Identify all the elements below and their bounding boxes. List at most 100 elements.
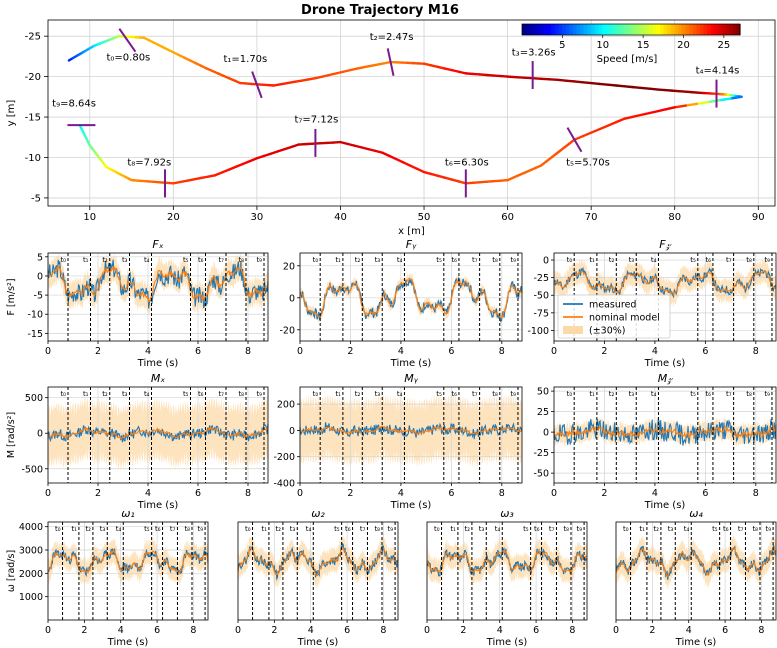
- time-marker: [566, 127, 583, 153]
- trajectory-segment: [283, 145, 293, 151]
- time-marker-label: t₇: [360, 525, 366, 533]
- time-marker-label: t₀: [60, 256, 66, 264]
- x-tick-label: 80: [668, 212, 681, 223]
- x-tick-label: 2: [601, 488, 607, 499]
- w3-panel: t₀ t₁ t₂ t₃ t₄ t₅ t₆ t₇ t₈ t₉ 0 2 4 6 8 ω₃ Time (s): [424, 507, 588, 648]
- x-tick-label: 0: [235, 625, 241, 636]
- tolerance-band: [48, 396, 268, 471]
- measured-line: [299, 276, 523, 323]
- time-marker-label: t₆: [723, 525, 729, 533]
- time-marker-label: t₁: [83, 390, 89, 398]
- x-tick-label: 8: [569, 625, 575, 636]
- time-marker-label: t₈: [184, 525, 190, 533]
- trajectory-segment: [514, 75, 526, 79]
- x-tick-label: 2: [95, 488, 101, 499]
- fx-panel: t₀ t₁ t₂ t₃ t₄ t₅ t₆ t₇ t₈ t₉ 0 2 4 6 8 5 0 -5 -10 -15 Fₓ Tim…: [6, 238, 269, 369]
- colorbar-cell: [623, 24, 628, 35]
- time-marker-label: t₈=7.92s: [127, 158, 171, 169]
- colorbar-cell: [729, 24, 734, 35]
- trajectory-segment: [598, 124, 610, 131]
- tolerance-band: [48, 253, 268, 316]
- legend-entry: nominal model: [589, 313, 660, 324]
- time-marker-label: t₁: [261, 525, 267, 533]
- y-tick-label: 5: [37, 252, 43, 263]
- time-marker-label: t₁: [450, 525, 456, 533]
- time-marker-label: t₆: [345, 525, 351, 533]
- colorbar-cell: [547, 24, 552, 35]
- legend-swatch: [563, 326, 583, 334]
- plot-frame: [299, 386, 523, 484]
- y-tick-label: -25: [533, 273, 549, 284]
- x-tick-label: 6: [448, 488, 454, 499]
- x-tick-label: 60: [501, 212, 514, 223]
- time-marker-label: t₇: [738, 525, 744, 533]
- time-marker-label: t₉: [764, 256, 770, 264]
- time-marker-label: t₇: [726, 256, 732, 264]
- time-marker-label: t₁: [639, 525, 645, 533]
- x-tick-label: 2: [649, 625, 655, 636]
- trajectory-segment: [648, 109, 660, 115]
- x-tick-label: 6: [195, 346, 201, 357]
- time-marker-label: t₀: [313, 256, 319, 264]
- time-marker-label: t₆: [705, 256, 711, 264]
- x-tick-label: 0: [45, 346, 51, 357]
- y-tick-label: 0: [543, 256, 549, 267]
- colorbar-cell: [601, 24, 607, 35]
- colorbar-cell: [678, 24, 683, 35]
- colorbar-cell: [667, 24, 672, 35]
- trajectory-segment: [581, 81, 593, 85]
- legend-entry: measured: [589, 300, 636, 311]
- y-tick-label: 1000: [19, 592, 43, 603]
- colorbar-cell: [529, 24, 534, 35]
- time-marker-label: t₄: [397, 390, 403, 398]
- colorbar-cell: [721, 24, 727, 35]
- nominal-line: [615, 546, 777, 577]
- mx-panel: t₀ t₁ t₂ t₃ t₄ t₅ t₆ t₇ t₈ t₉ 0 2 4 6 8 500 0 -500 Mₓ Time …: [6, 372, 269, 511]
- y-axis-label: M [rad/s²]: [6, 412, 17, 458]
- colorbar-cell: [627, 24, 632, 35]
- trajectory-segment: [598, 82, 610, 86]
- colorbar-cell: [565, 24, 570, 35]
- time-marker-label: t₃: [668, 525, 674, 533]
- colorbar-cell: [572, 24, 578, 35]
- y-tick-label: -20: [25, 72, 41, 83]
- x-tick-label: 4: [118, 625, 124, 636]
- nominal-line: [47, 265, 269, 303]
- colorbar-cell: [638, 24, 643, 35]
- time-marker-label: t₂: [85, 525, 91, 533]
- colorbar-cell: [670, 24, 676, 35]
- panel-title: M𝓏: [658, 372, 673, 385]
- colorbar-cell: [598, 24, 603, 35]
- time-marker-label: t₇=7.12s: [295, 115, 339, 126]
- time-marker-label: t₄: [144, 256, 150, 264]
- trajectory-segment: [673, 104, 688, 109]
- plot-frame: [553, 252, 777, 342]
- time-marker-label: t₃: [375, 390, 381, 398]
- x-axis-label: Time (s): [137, 500, 179, 511]
- panel-title: Mₓ: [151, 372, 165, 385]
- y-tick-label: -50: [533, 291, 549, 302]
- trajectory-segment: [531, 77, 543, 80]
- panel-title: ω₂: [311, 507, 325, 520]
- colorbar-cell: [612, 24, 618, 35]
- colorbar-cell: [714, 24, 719, 35]
- tolerance-band: [616, 534, 776, 590]
- colorbar-cell: [532, 24, 538, 35]
- colorbar-cell: [616, 24, 621, 35]
- x-tick-label: 2: [95, 346, 101, 357]
- colorbar-tick-label: 20: [677, 40, 690, 51]
- y-axis-label: ω [rad/s]: [6, 550, 17, 592]
- trajectory-segment: [665, 106, 676, 111]
- trajectory-segment: [227, 165, 238, 171]
- time-marker-label: t₇: [726, 390, 732, 398]
- colorbar-tick-label: 25: [717, 40, 730, 51]
- x-tick-label: 6: [722, 625, 728, 636]
- time-marker-label: t₅: [334, 525, 340, 533]
- panel-title: Mᵧ: [404, 372, 418, 385]
- x-tick-label: 6: [154, 625, 160, 636]
- trajectory-segment: [623, 115, 635, 120]
- x-tick-label: 2: [271, 625, 277, 636]
- y-tick-label: 4000: [19, 522, 43, 533]
- time-marker-label: t₁: [589, 390, 595, 398]
- x-axis-label: Time (s): [644, 358, 686, 369]
